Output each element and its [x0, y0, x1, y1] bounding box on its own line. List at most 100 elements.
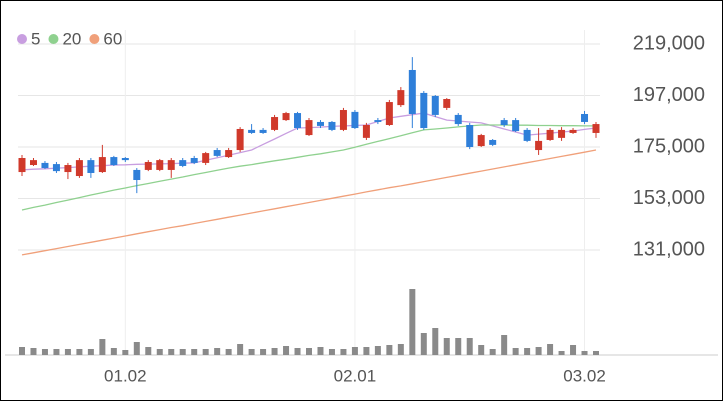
volume-bar	[237, 344, 244, 355]
volume-bar	[570, 345, 577, 355]
volume-bar	[328, 349, 335, 355]
volume-bar	[489, 349, 496, 355]
volume-bar	[76, 349, 83, 355]
volume-bar	[306, 348, 312, 355]
volume-bar	[363, 347, 370, 355]
volume-bar	[351, 347, 358, 355]
volume-bar	[30, 348, 37, 355]
volume-bar	[340, 349, 347, 355]
volume-bar	[179, 349, 186, 355]
candle-body	[385, 102, 393, 125]
volume-bar	[19, 347, 25, 355]
legend-swatch	[89, 34, 100, 44]
candle-body	[420, 92, 428, 129]
candle-body	[202, 153, 210, 163]
legend-swatch	[48, 34, 59, 44]
candle-body	[156, 160, 164, 170]
volume-bar	[122, 350, 129, 355]
x-tick-label: 02.01	[334, 366, 377, 385]
volume-bar	[374, 346, 381, 355]
candle-body	[248, 129, 256, 133]
x-tick-label: 01.02	[104, 366, 147, 385]
y-tick-label: 153,000	[633, 187, 705, 209]
candle-body	[282, 113, 290, 121]
candle-body	[121, 158, 129, 161]
candle-body	[489, 139, 497, 145]
candle-body	[259, 129, 267, 133]
volume-bar	[156, 349, 163, 355]
candle-body	[523, 129, 531, 141]
ma-line	[21, 124, 596, 211]
candle-body	[41, 162, 49, 169]
volume-bar	[443, 338, 450, 355]
y-tick-label: 175,000	[633, 135, 705, 157]
candle-body	[110, 157, 118, 166]
volume-bar	[558, 351, 565, 355]
candle-body	[443, 99, 451, 108]
candle-body	[397, 90, 405, 106]
candle-body	[512, 120, 520, 132]
candle-body	[581, 113, 589, 122]
volume-bar	[53, 349, 60, 355]
candle-body	[592, 124, 600, 133]
legend-label: 20	[62, 29, 81, 48]
x-tick-label: 03.02	[563, 366, 606, 385]
candle-body	[98, 157, 106, 173]
candle-body	[64, 165, 72, 173]
volume-bar	[512, 348, 519, 355]
candle-body	[75, 160, 83, 177]
candle-body	[339, 110, 347, 130]
candle-body	[144, 161, 152, 170]
candle-body	[167, 160, 175, 170]
candle-body	[351, 111, 359, 129]
candle-body	[477, 135, 485, 147]
volume-bar	[432, 328, 439, 355]
volume-bar	[283, 346, 290, 355]
volume-bar	[110, 348, 117, 355]
y-tick-label: 197,000	[633, 84, 705, 106]
volume-bar	[145, 347, 152, 355]
candle-body	[374, 120, 382, 122]
candle-body	[546, 129, 554, 140]
candle-body	[190, 158, 198, 163]
candle-body	[87, 160, 95, 173]
volume-bar	[191, 349, 198, 355]
candle-body	[316, 121, 324, 126]
candle-body	[431, 95, 439, 115]
volume-bar	[535, 347, 542, 355]
volume-bar	[524, 348, 531, 355]
volume-bar	[547, 344, 554, 355]
legend-label: 60	[103, 29, 122, 48]
volume-bar	[271, 348, 278, 355]
volume-bar	[168, 349, 175, 355]
ma-line	[21, 149, 597, 256]
y-tick-label: 219,000	[633, 32, 705, 54]
candle-body	[535, 140, 543, 151]
volume-bar	[202, 349, 209, 355]
volume-bar	[581, 351, 588, 355]
candle-body	[213, 150, 221, 156]
volume-bar	[386, 345, 393, 355]
volume-bar	[294, 348, 301, 355]
candle-body	[558, 129, 566, 138]
candle-body	[236, 128, 244, 151]
volume-bar	[64, 349, 71, 355]
volume-bar	[455, 338, 462, 355]
volume-bar	[317, 347, 324, 355]
volume-bar	[87, 349, 94, 355]
volume-bar	[409, 289, 416, 355]
volume-bar	[133, 342, 140, 355]
volume-bar	[41, 349, 48, 355]
candle-body	[408, 69, 416, 114]
volume-bar	[225, 349, 232, 355]
candle-body	[29, 160, 37, 166]
volume-bar	[260, 349, 267, 355]
candle-body	[362, 124, 370, 138]
candle-body	[305, 120, 313, 136]
candle-body	[18, 158, 26, 173]
legend-swatch	[17, 34, 27, 44]
candle-body	[500, 120, 508, 125]
